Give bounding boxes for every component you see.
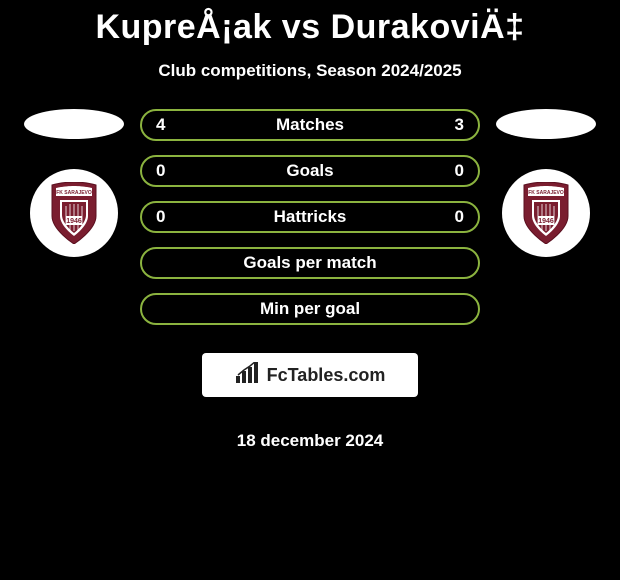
left-player-avatar-placeholder — [24, 109, 124, 139]
left-player-column: FK SARAJEVO 1946 — [24, 109, 124, 257]
stat-row-goals-per-match: Goals per match — [140, 247, 480, 279]
stat-left-value: 4 — [156, 115, 196, 135]
page-title: KupreÅ¡ak vs DurakoviÄ‡ — [0, 8, 620, 47]
brand-text: FcTables.com — [267, 365, 386, 386]
stat-left-value: 0 — [156, 161, 196, 181]
stat-row-min-per-goal: Min per goal — [140, 293, 480, 325]
shield-icon: FK SARAJEVO 1946 — [520, 182, 572, 244]
stat-label: Min per goal — [196, 299, 424, 319]
stat-label: Goals — [196, 161, 424, 181]
stat-left-value: 0 — [156, 207, 196, 227]
stat-right-value: 0 — [424, 207, 464, 227]
right-player-avatar-placeholder — [496, 109, 596, 139]
stat-row-matches: 4 Matches 3 — [140, 109, 480, 141]
stat-right-value: 0 — [424, 161, 464, 181]
date-text: 18 december 2024 — [237, 431, 384, 451]
comparison-widget: KupreÅ¡ak vs DurakoviÄ‡ Club competition… — [0, 0, 620, 451]
brand-box[interactable]: FcTables.com — [202, 353, 418, 397]
bar-chart-icon — [235, 362, 261, 389]
svg-text:FK SARAJEVO: FK SARAJEVO — [528, 190, 564, 196]
svg-text:FK SARAJEVO: FK SARAJEVO — [56, 190, 92, 196]
stat-right-value: 3 — [424, 115, 464, 135]
stat-row-goals: 0 Goals 0 — [140, 155, 480, 187]
right-player-column: FK SARAJEVO 1946 — [496, 109, 596, 257]
stat-row-hattricks: 0 Hattricks 0 — [140, 201, 480, 233]
right-club-logo: FK SARAJEVO 1946 — [502, 169, 590, 257]
subtitle: Club competitions, Season 2024/2025 — [0, 61, 620, 81]
stat-label: Hattricks — [196, 207, 424, 227]
stat-label: Goals per match — [196, 253, 424, 273]
left-club-logo: FK SARAJEVO 1946 — [30, 169, 118, 257]
svg-text:1946: 1946 — [66, 218, 82, 225]
shield-icon: FK SARAJEVO 1946 — [48, 182, 100, 244]
stats-column: 4 Matches 3 0 Goals 0 0 Hattricks 0 Goal… — [140, 109, 480, 451]
svg-text:1946: 1946 — [538, 218, 554, 225]
main-row: FK SARAJEVO 1946 4 Matc — [0, 109, 620, 451]
stat-label: Matches — [196, 115, 424, 135]
